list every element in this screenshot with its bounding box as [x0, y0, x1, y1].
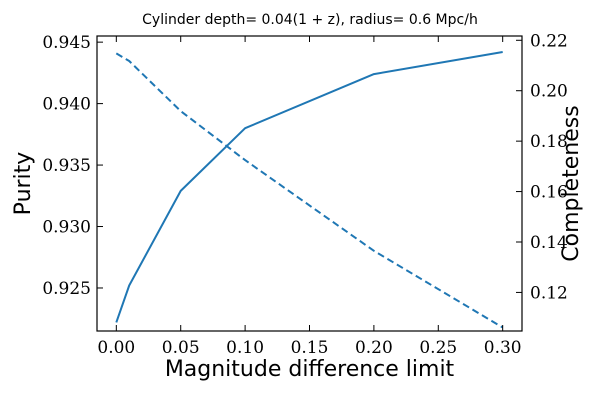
y-left-tick-label: 0.925	[42, 279, 91, 299]
y-left-tick-label: 0.935	[42, 156, 91, 176]
x-tick-label: 0.10	[226, 338, 264, 358]
x-tick-label: 0.05	[162, 338, 200, 358]
chart-title: Cylinder depth= 0.04(1 + z), radius= 0.6…	[142, 12, 478, 28]
x-tick-label: 0.25	[419, 338, 457, 358]
y-left-tick-label: 0.945	[42, 33, 91, 53]
y-left-tick-label: 0.930	[42, 218, 91, 238]
plot-frame	[96, 35, 523, 332]
y-left-axis-label: Purity	[11, 152, 36, 216]
y-right-tick-label: 0.12	[530, 283, 568, 303]
y-right-tick-label: 0.14	[530, 233, 568, 253]
series-line-completeness	[115, 52, 504, 329]
y-right-tick-label: 0.18	[530, 132, 568, 152]
y-right-tick-label: 0.20	[530, 82, 568, 102]
series-line-purity	[115, 51, 503, 323]
x-tick-label: 0.00	[97, 338, 135, 358]
y-right-tick-label: 0.16	[530, 183, 568, 203]
x-tick-label: 0.15	[291, 338, 329, 358]
y-left-tick-label: 0.940	[42, 95, 91, 115]
x-tick-label: 0.30	[484, 338, 522, 358]
y-right-tick-label: 0.22	[530, 31, 568, 51]
x-tick-label: 0.20	[355, 338, 393, 358]
x-axis-label: Magnitude difference limit	[165, 357, 455, 382]
y-right-axis-label: Completeness	[559, 105, 584, 261]
